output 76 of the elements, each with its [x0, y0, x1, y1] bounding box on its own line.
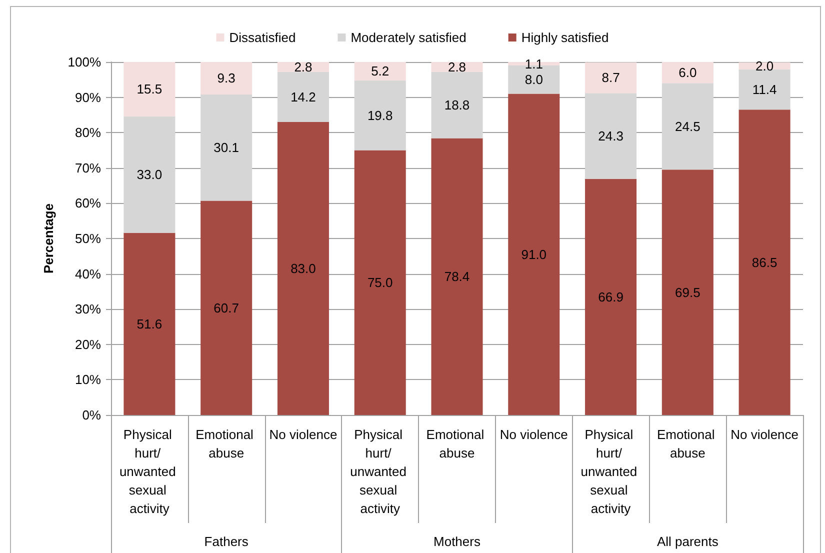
- x-tick-label: No violence: [500, 426, 568, 442]
- data-label: 5.2: [371, 64, 390, 79]
- data-label: 30.1: [214, 140, 239, 156]
- y-tick-label: 0%: [82, 408, 102, 422]
- bar: [585, 178, 637, 415]
- data-label: 33.0: [136, 167, 162, 182]
- y-tick-label: 90%: [74, 90, 102, 105]
- bar: [431, 138, 483, 415]
- legend-label: Dissatisfied: [229, 30, 296, 45]
- data-label: 91.0: [521, 246, 547, 262]
- data-label: 8.0: [524, 72, 543, 88]
- y-tick-label: 50%: [74, 231, 102, 246]
- data-label: 60.7: [214, 300, 239, 316]
- bar: [662, 170, 714, 415]
- bar: [431, 72, 483, 138]
- bar: [200, 94, 252, 201]
- text: All parents: [656, 534, 719, 549]
- data-label: 86.5: [752, 254, 778, 270]
- data-label: 6.0: [678, 65, 697, 80]
- bar: [508, 94, 560, 415]
- bar: [124, 62, 176, 116]
- data-label: 51.6: [136, 316, 162, 332]
- bar: [585, 62, 637, 94]
- y-axis-title: Percentage: [41, 203, 56, 274]
- y-tick-label: 30%: [74, 302, 102, 317]
- bar: [277, 122, 329, 415]
- y-tick-label: 10%: [74, 372, 102, 388]
- legend-label: Moderately satisfied: [350, 30, 466, 45]
- data-label: 15.5: [136, 82, 162, 97]
- bar: [124, 232, 176, 415]
- x-tick-label: No violence: [730, 426, 799, 442]
- data-label: 66.9: [598, 289, 624, 304]
- data-label: 19.8: [367, 108, 393, 123]
- y-tick-label: 70%: [74, 160, 102, 176]
- data-label: 75.0: [367, 275, 393, 290]
- data-label: 24.5: [675, 118, 700, 134]
- legend-label: Highly satisfied: [521, 30, 609, 45]
- y-tick-label: 80%: [74, 125, 102, 140]
- bar: [738, 110, 790, 415]
- bar: [354, 62, 406, 80]
- bar: [277, 72, 329, 122]
- data-label: 2.8: [294, 59, 312, 74]
- x-tick-label: Physical hurt/ unwanted sexual activity: [350, 426, 410, 516]
- y-tick-label: 100%: [68, 54, 102, 70]
- bar: [662, 83, 714, 170]
- data-label: 9.3: [217, 70, 236, 86]
- data-label: 18.8: [444, 98, 470, 113]
- data-label: 83.0: [290, 261, 316, 276]
- bar: [738, 69, 790, 110]
- bar: [354, 80, 406, 150]
- y-tick-label: 60%: [74, 196, 102, 211]
- x-tick-label: Emotional abuse: [656, 426, 718, 460]
- bar: [200, 62, 252, 94]
- x-tick-label: Emotional abuse: [196, 426, 258, 460]
- x-tick-label: Physical hurt/ unwanted sexual activity: [580, 426, 641, 516]
- data-label: 11.4: [752, 82, 777, 98]
- bar: [124, 116, 176, 233]
- data-label: 24.3: [598, 128, 624, 144]
- y-tick-label: 20%: [74, 336, 102, 352]
- x-tick-label: No violence: [269, 426, 338, 442]
- bar: [200, 200, 252, 415]
- bar: [354, 150, 406, 415]
- data-label: 2.0: [756, 58, 774, 74]
- text: Fathers: [204, 534, 249, 549]
- bar: [585, 93, 637, 179]
- data-label: 2.8: [448, 59, 466, 74]
- bar: [662, 62, 714, 84]
- data-label: 1.1: [524, 56, 543, 72]
- data-label: 69.5: [675, 284, 700, 300]
- text: Mothers: [434, 534, 481, 549]
- data-label: 14.2: [290, 89, 316, 104]
- data-label: 8.7: [602, 70, 620, 86]
- x-tick-label: Physical hurt/ unwanted sexual activity: [119, 426, 180, 516]
- data-label: 78.4: [444, 269, 470, 284]
- x-tick-label: Emotional abuse: [426, 426, 488, 460]
- y-tick-label: 40%: [74, 266, 102, 282]
